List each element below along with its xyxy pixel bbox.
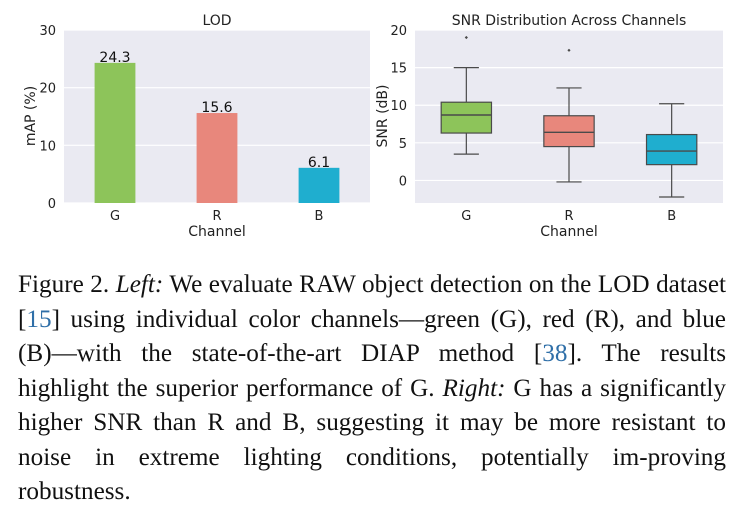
bar-chart-y-tick-label: 0 xyxy=(48,197,56,212)
bar-chart-bars: 24.3 15.6 6.1 xyxy=(94,50,340,204)
figure-caption: Figure 2. Left: We evaluate RAW object d… xyxy=(18,268,726,510)
bar-chart-lod: 0 10 20 30 24.3 15.6 6.1 G R B LOD Channel mAP … xyxy=(23,13,370,240)
box-chart-title: SNR Distribution Across Channels xyxy=(452,13,687,29)
box-iqr xyxy=(645,133,698,166)
bar-R xyxy=(196,113,238,203)
bar-chart-title: LOD xyxy=(202,13,231,29)
bar-value-label: 6.1 xyxy=(308,155,330,171)
box-chart-x-tick-label: R xyxy=(564,209,573,224)
figure-charts: 0 10 20 30 24.3 15.6 6.1 G R B LOD Channel mAP … xyxy=(23,13,723,240)
bar-value-label: 24.3 xyxy=(99,50,130,66)
box-chart-y-tick-label: 20 xyxy=(390,24,407,39)
box-chart-y-tick-label: 5 xyxy=(399,137,407,152)
box-G xyxy=(440,35,493,155)
bar-chart-y-tick-label: 20 xyxy=(39,82,56,97)
caption-left-label: Left: xyxy=(115,271,164,298)
caption-text-part2: ] using individual color channels—green … xyxy=(18,305,726,368)
caption-figure-label: Figure 2. xyxy=(18,271,110,298)
caption-text-part4: G has a significantly higher SNR than R … xyxy=(18,374,726,506)
box-chart-boxes xyxy=(440,35,698,198)
bar-value-label: 15.6 xyxy=(201,100,232,116)
box-chart-y-ticks: 0 5 10 15 20 xyxy=(390,24,407,189)
bar-chart-y-tick-label: 30 xyxy=(39,24,56,39)
box-chart-y-tick-label: 10 xyxy=(390,99,407,114)
citation-link-38[interactable]: 38 xyxy=(542,340,568,367)
bar-chart-x-tick-label: G xyxy=(110,209,120,224)
box-chart-x-label: Channel xyxy=(540,224,597,240)
bar-chart-x-tick-label: B xyxy=(315,209,324,224)
bar-chart-y-ticks: 0 10 20 30 xyxy=(39,24,56,212)
box-chart-y-tick-label: 0 xyxy=(399,174,407,189)
box-R xyxy=(543,48,595,183)
box-chart-x-tick-label: B xyxy=(667,209,676,224)
box-chart-y-tick-label: 15 xyxy=(390,62,407,77)
bar-chart-x-label: Channel xyxy=(188,224,245,240)
caption-text-part3: ]. The results highlight the superior pe… xyxy=(18,340,726,402)
citation-link-15[interactable]: 15 xyxy=(26,305,52,333)
box-B xyxy=(645,103,698,198)
box-iqr xyxy=(440,101,493,134)
box-chart-snr: 0 5 10 15 20 G R B SNR Distribution Across Cha… xyxy=(375,13,723,240)
bar-B xyxy=(298,167,340,203)
bar-chart-y-tick-label: 10 xyxy=(39,139,56,154)
caption-right-label: Right: xyxy=(442,374,506,402)
box-chart-x-tick-label: G xyxy=(461,209,471,224)
box-iqr xyxy=(543,115,595,148)
box-chart-y-label: SNR (dB) xyxy=(375,85,391,148)
box-outlier xyxy=(567,48,571,52)
bar-chart-x-tick-label: R xyxy=(212,209,221,224)
box-outlier xyxy=(464,35,468,40)
caption-text-part1: We evaluate RAW object detection on the … xyxy=(18,271,727,333)
bar-G xyxy=(94,62,136,204)
bar-chart-y-label: mAP (%) xyxy=(23,86,39,146)
